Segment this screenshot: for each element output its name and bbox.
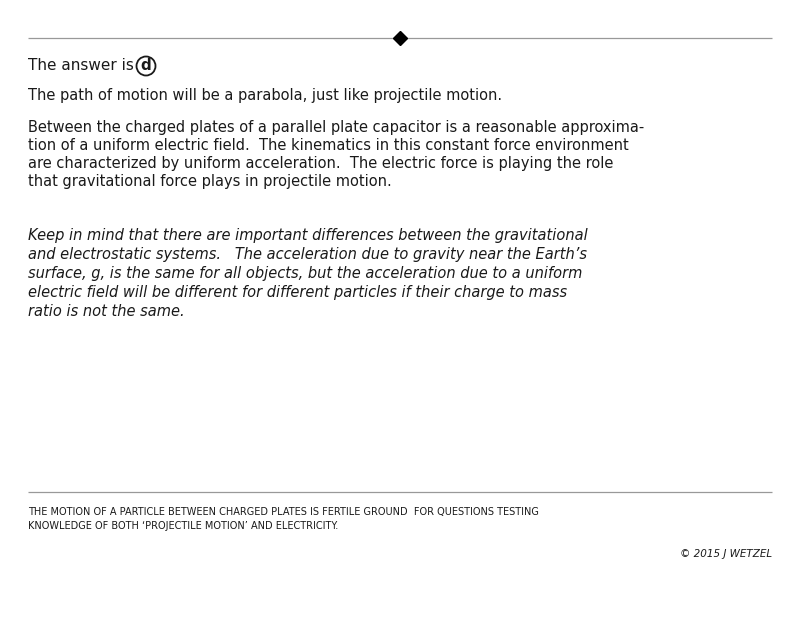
Text: The path of motion will be a parabola, just like projectile motion.: The path of motion will be a parabola, j… [28, 88, 502, 103]
Text: tion of a uniform electric field.  The kinematics in this constant force environ: tion of a uniform electric field. The ki… [28, 138, 629, 153]
Text: The answer is: The answer is [28, 58, 138, 73]
Text: d: d [141, 58, 151, 73]
Text: KNOWLEDGE OF BOTH ‘PROJECTILE MOTION’ AND ELECTRICITY.: KNOWLEDGE OF BOTH ‘PROJECTILE MOTION’ AN… [28, 521, 338, 531]
Text: Keep in mind that there are important differences between the gravitational: Keep in mind that there are important di… [28, 228, 588, 243]
Text: ratio is not the same.: ratio is not the same. [28, 304, 185, 319]
Text: THE MOTION OF A PARTICLE BETWEEN CHARGED PLATES IS FERTILE GROUND  FOR QUESTIONS: THE MOTION OF A PARTICLE BETWEEN CHARGED… [28, 507, 539, 517]
Text: surface, g, is the same for all objects, but the acceleration due to a uniform: surface, g, is the same for all objects,… [28, 266, 582, 281]
Text: © 2015 J WETZEL: © 2015 J WETZEL [680, 549, 772, 559]
Text: and electrostatic systems.   The acceleration due to gravity near the Earth’s: and electrostatic systems. The accelerat… [28, 247, 587, 262]
Text: are characterized by uniform acceleration.  The electric force is playing the ro: are characterized by uniform acceleratio… [28, 156, 614, 171]
Text: that gravitational force plays in projectile motion.: that gravitational force plays in projec… [28, 174, 392, 189]
Text: Between the charged plates of a parallel plate capacitor is a reasonable approxi: Between the charged plates of a parallel… [28, 120, 644, 135]
Text: electric field will be different for different particles if their charge to mass: electric field will be different for dif… [28, 285, 567, 300]
